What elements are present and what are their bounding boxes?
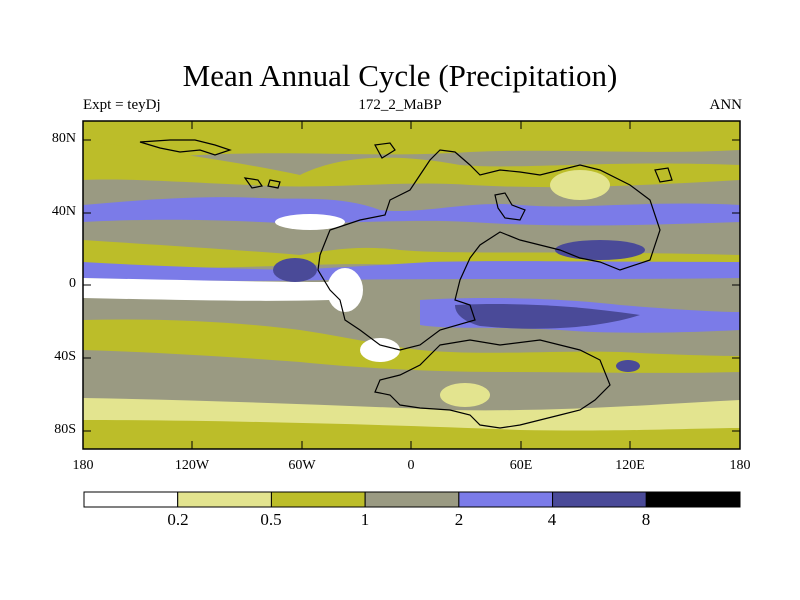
- season-label: ANN: [709, 97, 743, 113]
- lat-label-80s: 80S: [54, 422, 76, 437]
- lon-label-120w: 120W: [174, 458, 210, 473]
- lon-label-60e: 60E: [509, 458, 533, 473]
- field-dry-spot-2: [327, 268, 363, 312]
- colorbar-swatch-0: [83, 491, 179, 508]
- lon-label-180-west: 180: [72, 458, 94, 473]
- lat-label-80n: 80N: [51, 131, 76, 146]
- field-band-storm-track: [83, 197, 740, 226]
- precipitation-field: [83, 121, 740, 449]
- axis-ticks: [82, 121, 741, 449]
- lon-label-60w: 60W: [288, 458, 316, 473]
- field-dry-spot-1: [275, 214, 345, 230]
- island-outline-3: [267, 179, 281, 189]
- lat-label-40n: 40N: [51, 204, 76, 219]
- field-band-arctic: [83, 121, 740, 156]
- island-outline-2: [243, 177, 263, 189]
- colorbar-label-8: 8: [641, 510, 651, 529]
- field-dry-spot-5: [360, 338, 400, 362]
- continent-outline-south: [374, 339, 611, 429]
- field-dry-equatorial: [83, 278, 330, 301]
- field-band-polar: [83, 420, 740, 449]
- colorbar-swatch-3: [364, 491, 460, 508]
- colorbar-swatch-5: [552, 491, 647, 508]
- field-band-itcz: [83, 261, 740, 281]
- continent-outline-north: [317, 149, 661, 351]
- island-outline-1: [139, 139, 232, 156]
- experiment-label: Expt = teyDj: [83, 97, 161, 113]
- field-core-asia: [555, 240, 645, 260]
- island-outline-4: [494, 192, 526, 221]
- lon-label-120e: 120E: [615, 458, 645, 473]
- lon-label-0: 0: [407, 458, 415, 473]
- island-outline-6: [374, 142, 396, 159]
- colorbar-label-0-5: 0.5: [260, 510, 282, 529]
- colorbar-label-1: 1: [360, 510, 370, 529]
- plot-title: Mean Annual Cycle (Precipitation): [182, 58, 618, 93]
- colorbar-label-2: 2: [454, 510, 464, 529]
- colorbar-swatch-2: [270, 491, 366, 508]
- field-core-east-pacific: [273, 258, 317, 282]
- colorbar-swatch-6: [645, 491, 741, 508]
- colorbar-label-4: 4: [547, 510, 557, 529]
- field-dry-spot-3: [550, 170, 610, 200]
- period-label: 172_2_MaBP: [358, 97, 442, 113]
- colorbar: [83, 491, 741, 508]
- field-band-south-mid: [83, 319, 740, 373]
- colorbar-swatch-1: [177, 491, 272, 508]
- lat-label-40s: 40S: [54, 349, 76, 364]
- lat-label-0: 0: [69, 276, 76, 291]
- colorbar-swatch-4: [458, 491, 554, 508]
- field-core-south-wet: [455, 304, 640, 329]
- colorbar-label-0-2: 0.2: [167, 510, 189, 529]
- field-dry-spot-4: [440, 383, 490, 407]
- field-core-indian-ocean: [616, 360, 640, 372]
- lon-label-180-east: 180: [729, 458, 751, 473]
- island-outline-5: [654, 167, 673, 183]
